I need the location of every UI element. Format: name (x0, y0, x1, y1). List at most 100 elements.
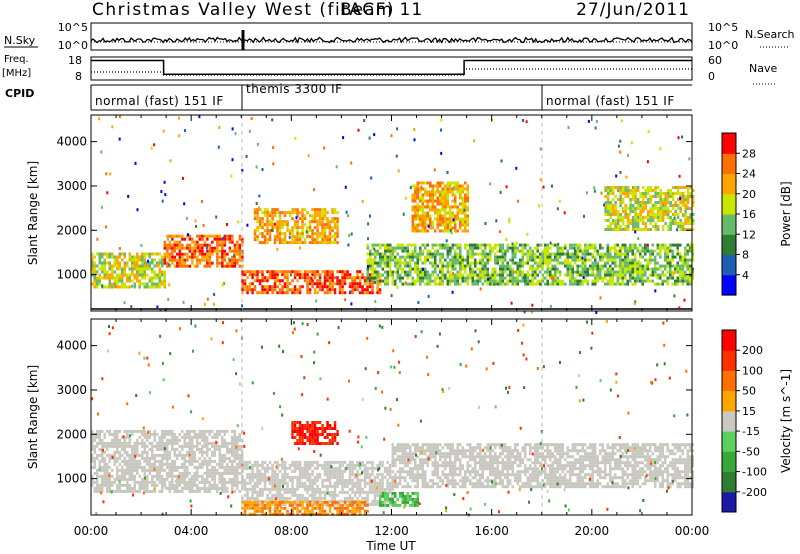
nave-trace (91, 68, 692, 76)
freq-label-line2: [MHz] (2, 68, 31, 79)
echo-region (379, 491, 419, 507)
x-tick-label: 08:00 (274, 524, 309, 538)
y-tick-label: 4000 (56, 339, 87, 353)
echo-region (91, 429, 244, 493)
y-tick-label: 2000 (56, 223, 87, 237)
colorbar-swatch (722, 390, 736, 412)
colorbar-tick-label: 16 (742, 208, 756, 221)
power-colorbar-swatches (722, 133, 736, 296)
nsky-panel: N.Sky 10^5 10^0 10^5 10^0 N.Search (4, 21, 795, 52)
colorbar-tick-label: 50 (742, 385, 756, 398)
power-colorbar-ticks: 4 8 12 16 20 24 28 (736, 147, 756, 282)
echo-region (604, 186, 695, 231)
velocity-colorbar-label: Velocity [m s^-1] (779, 369, 793, 473)
colorbar-tick-label: -50 (742, 445, 760, 458)
x-tick-label: 20:00 (575, 524, 610, 538)
echo-region (253, 208, 339, 245)
nsky-trace (90, 30, 693, 50)
colorbar-swatch (722, 330, 736, 351)
colorbar-swatch (722, 153, 736, 175)
echo-region (391, 443, 694, 489)
cpid-segment-2: themis 3300 IF (246, 82, 343, 96)
freq-tick-high: 18 (68, 54, 82, 67)
velocity-panel: 1000 2000 3000 4000 Slant Range [km] (26, 318, 694, 517)
colorbar-tick-label: 12 (742, 228, 756, 241)
colorbar-swatch (722, 173, 736, 195)
x-tick-label: 00:00 (74, 524, 109, 538)
y-tick-label: 3000 (56, 179, 87, 193)
echo-region (241, 500, 369, 516)
x-axis-title: Time UT (365, 539, 416, 553)
nsky-frame (90, 22, 693, 51)
colorbar-tick-label: 28 (742, 147, 756, 160)
colorbar-tick-label: 100 (742, 364, 763, 377)
velocity-colorbar-ticks: 200 100 50 15 -15 -50 -100 -200 (736, 344, 767, 499)
freq-panel: Freq. [MHz] 18 8 60 0 Nave (2, 54, 777, 85)
colorbar-swatch (722, 491, 736, 513)
station-title: Christmas Valley West (fitACF) (92, 0, 395, 20)
nave-tick-low: 0 (708, 70, 715, 83)
nave-tick-high: 60 (708, 54, 722, 67)
nave-label: Nave (749, 62, 777, 75)
cpid-panel: CPID normal (fast) 151 IF themis 3300 IF… (5, 82, 692, 111)
colorbar-tick-label: 200 (742, 344, 763, 357)
y-tick-label: 4000 (56, 135, 87, 149)
colorbar-tick-label: 15 (742, 405, 756, 418)
cpid-segment-1: normal (fast) 151 IF (95, 94, 224, 108)
freq-tick-low: 8 (75, 70, 82, 83)
power-echoes (91, 115, 695, 314)
colorbar-swatch (722, 471, 736, 493)
velocity-axis-ticks: 1000 2000 3000 4000 (56, 319, 693, 515)
colorbar-tick-label: 20 (742, 188, 756, 201)
velocity-colorbar-swatches (722, 330, 736, 513)
colorbar-tick-label: -15 (742, 425, 760, 438)
echo-region (291, 421, 339, 445)
nsearch-tick-low: 10^0 (708, 39, 738, 52)
colorbar-swatch (722, 451, 736, 472)
power-colorbar-label: Power [dB] (779, 181, 793, 246)
y-tick-label: 1000 (56, 268, 87, 282)
echo-region (91, 252, 166, 289)
echo-noise (91, 319, 689, 517)
nsearch-tick-high: 10^5 (708, 21, 738, 34)
nsearch-label: N.Search (745, 28, 795, 41)
colorbar-tick-label: 8 (742, 249, 749, 262)
velocity-colorbar-frame (721, 329, 737, 513)
power-colorbar: 4 8 12 16 20 24 28 Power [dB] (721, 132, 793, 296)
colorbar-swatch (722, 133, 736, 154)
cpid-label: CPID (5, 87, 34, 100)
colorbar-tick-label: 24 (742, 168, 756, 181)
y-tick-label: 2000 (56, 427, 87, 441)
colorbar-swatch (722, 431, 736, 452)
freq-trace (91, 59, 692, 76)
colorbar-tick-label: 4 (742, 269, 749, 282)
power-panel: 1000 2000 3000 4000 Slant Range [km] (26, 114, 695, 314)
power-axis-ticks: 1000 2000 3000 4000 (56, 115, 693, 311)
freq-label-line1: Freq. (4, 54, 29, 65)
colorbar-swatch (722, 193, 736, 215)
cpid-segment-3: normal (fast) 151 IF (546, 94, 675, 108)
colorbar-swatch (722, 214, 736, 235)
colorbar-swatch (722, 350, 736, 371)
x-axis-labels: 00:00 04:00 08:00 12:00 16:00 20:00 00:00 (74, 524, 710, 538)
colorbar-swatch (722, 254, 736, 276)
velocity-colorbar: 200 100 50 15 -15 -50 -100 -200 Velocity [m s^-… (721, 329, 793, 513)
y-tick-label: 3000 (56, 383, 87, 397)
x-tick-label: 04:00 (174, 524, 209, 538)
velocity-ylabel: Slant Range [km] (26, 365, 40, 469)
nsky-tick-low: 10^0 (58, 39, 88, 52)
date-title: 27/Jun/2011 (576, 0, 690, 20)
x-tick-label: 16:00 (474, 524, 509, 538)
colorbar-swatch (722, 234, 736, 256)
nsky-label: N.Sky (4, 34, 36, 47)
echo-region (241, 270, 382, 295)
colorbar-tick-label: -200 (742, 486, 767, 499)
colorbar-swatch (722, 274, 736, 296)
colorbar-tick-label: -100 (742, 466, 767, 479)
y-tick-label: 1000 (56, 472, 87, 486)
power-ylabel: Slant Range [km] (26, 161, 40, 265)
beam-title: Beam 11 (340, 0, 423, 20)
velocity-echoes (91, 319, 694, 517)
x-tick-label: 12:00 (374, 524, 409, 538)
